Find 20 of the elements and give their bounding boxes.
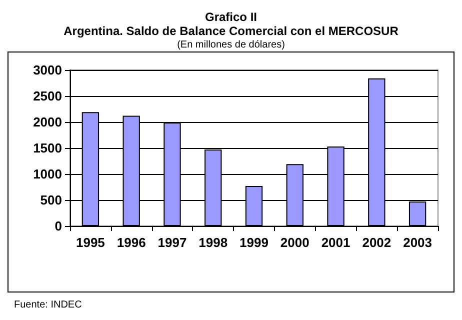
y-tick-label: 1500 [33,140,62,156]
y-tick-label: 500 [40,192,62,208]
source-note: Fuente: INDEC [14,300,82,310]
y-tick-label: 2500 [33,88,62,104]
x-tick-label: 2000 [280,235,310,250]
y-tick-label: 2000 [33,114,62,130]
chart-title: Grafico II [204,10,258,24]
x-tick-label: 1999 [240,235,268,250]
text: (En millones de dólares) [177,40,285,50]
x-tick-label: 2001 [321,235,350,250]
chart-subtitle: Argentina. Saldo de Balance Comercial con el MERCOSUR [64,24,399,38]
y-tick-label: 3000 [33,62,62,78]
x-tick-label: 1997 [158,235,187,250]
x-tick-label: 1996 [116,235,146,250]
x-tick-label: 2003 [403,235,432,250]
y-tick-label: 1000 [33,166,62,182]
y-tick-label: 0 [54,218,62,234]
x-tick-label: 1995 [76,235,105,250]
x-tick-label: 1998 [198,235,228,250]
x-tick-label: 2002 [362,235,392,250]
